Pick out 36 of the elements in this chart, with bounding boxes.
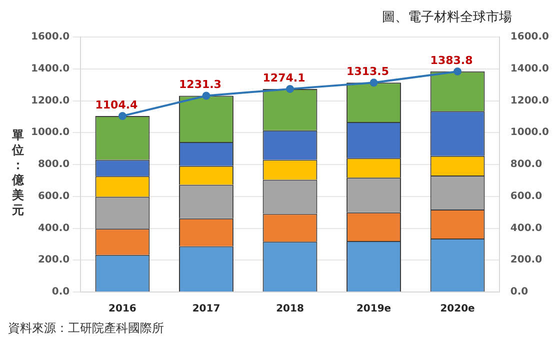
y-tick-label: 800.0	[38, 159, 70, 170]
chart-title: 圖、電子材料全球市場	[381, 9, 513, 27]
data-label: 1104.4	[95, 98, 138, 112]
data-label: 1231.3	[179, 78, 222, 92]
x-tick-label: 2018	[276, 304, 304, 315]
y2-tick-label: 600.0	[510, 190, 542, 202]
point	[202, 92, 210, 100]
y-tick-label: 400.0	[38, 222, 70, 234]
y-tick-label: 0.0	[52, 286, 70, 298]
point	[370, 78, 378, 87]
data-label: 1274.1	[262, 71, 306, 84]
y-tick-label: 1400.0	[30, 63, 70, 74]
x-tick-label: 2020e	[440, 304, 476, 315]
y2-tick-label: 800.0	[510, 159, 542, 170]
point	[454, 67, 462, 76]
y2-tick-label: 1000.0	[510, 127, 550, 138]
y-tick-label: 1200.0	[30, 95, 70, 106]
point	[286, 84, 294, 93]
y2-tick-label: 0.0	[510, 286, 528, 298]
x-tick-label: 2016	[108, 304, 136, 315]
data-label: 1313.5	[346, 65, 389, 78]
point	[118, 112, 126, 120]
y-tick-label: 600.0	[38, 190, 70, 202]
y2-tick-label: 1600.0	[510, 32, 550, 43]
y-axis-title: 單位：億美元	[10, 128, 25, 218]
y2-tick-label: 400.0	[510, 222, 542, 234]
y-tick-label: 1600.0	[30, 32, 70, 43]
y-tick-label: 1000.0	[30, 127, 70, 138]
data-label: 1383.8	[430, 54, 473, 67]
y2-tick-label: 1200.0	[510, 95, 550, 106]
x-tick-label: 2019e	[356, 304, 392, 315]
source-note: 資料來源：工研院產科國際所	[8, 320, 165, 337]
x-tick-label: 2017	[192, 304, 220, 315]
y2-tick-label: 200.0	[510, 254, 542, 266]
y2-tick-label: 1400.0	[510, 63, 550, 74]
y-tick-label: 200.0	[38, 254, 70, 266]
